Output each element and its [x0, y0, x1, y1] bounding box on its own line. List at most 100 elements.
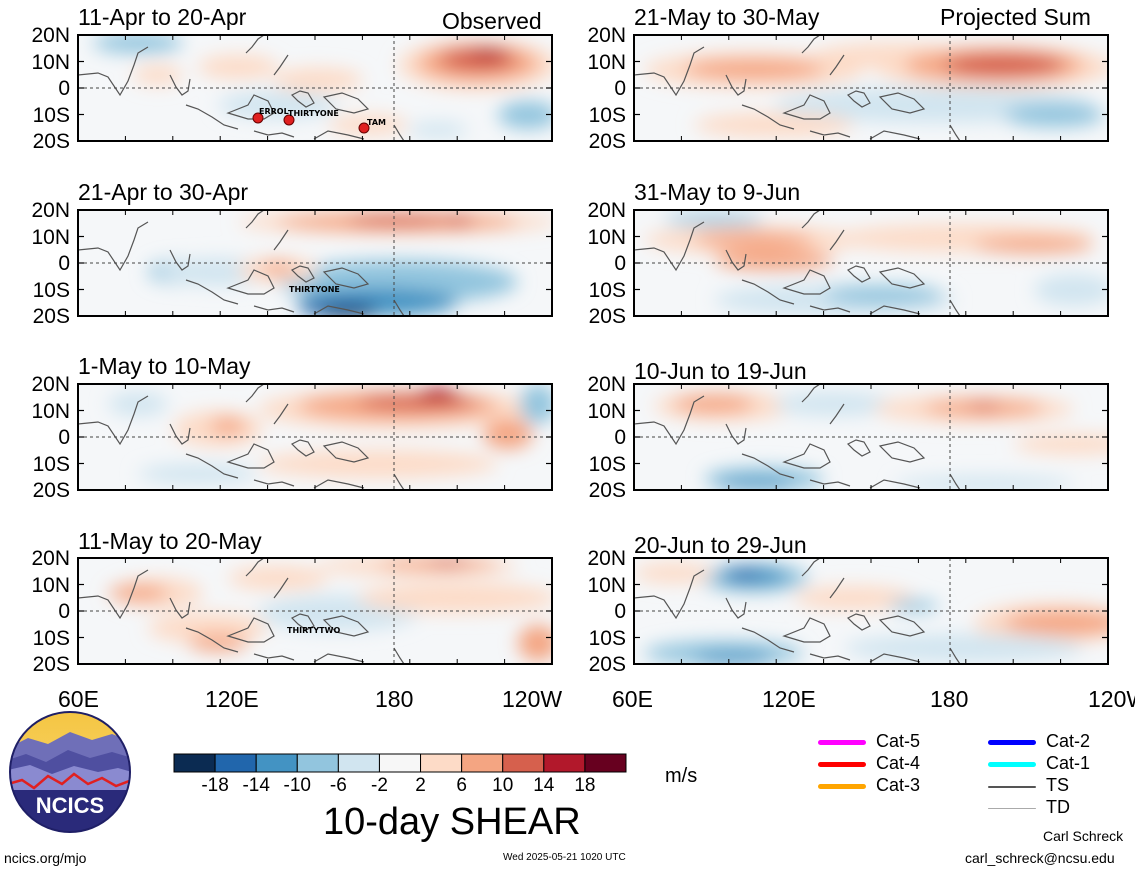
colorbar-title: 10-day SHEAR	[323, 801, 581, 843]
x-tick-60e-right: 60E	[612, 686, 653, 712]
colorbar-swatch	[214, 753, 257, 773]
lat-label: 20N	[31, 199, 70, 222]
legend-label-cat-3: Cat-3	[876, 775, 921, 795]
lat-label: 0	[58, 426, 70, 449]
lat-label: 20N	[31, 24, 70, 47]
panel-title: 20-Jun to 29-Jun	[634, 532, 807, 558]
lat-label: 10N	[31, 399, 70, 423]
legend-line-cat-1	[988, 762, 1036, 767]
lat-label: 10N	[587, 225, 626, 249]
panel-title: 21-Apr to 30-Apr	[78, 179, 249, 205]
map-field-4	[78, 558, 552, 664]
lat-label: 0	[58, 252, 70, 275]
colorbar-tick-label: 14	[533, 775, 555, 796]
lat-label: 20N	[587, 373, 626, 396]
colorbar-tick-label: 6	[456, 775, 467, 796]
footer-timestamp: Wed 2025-05-21 1020 UTC	[503, 852, 626, 863]
colorbar-swatch	[296, 753, 339, 773]
x-tick-180-left: 180	[375, 686, 414, 712]
legend-line-ts	[988, 786, 1036, 788]
legend-label-cat-2: Cat-2	[1046, 731, 1091, 751]
lat-label: 10S	[588, 278, 626, 302]
colorbar-tick-label: -2	[371, 775, 388, 796]
colorbar-swatch	[543, 753, 586, 773]
storm-label-errol: ERROL	[259, 107, 289, 116]
map-field-5	[634, 35, 1108, 141]
legend-label-cat-5: Cat-5	[876, 731, 921, 751]
legend-label-td: TD	[1046, 797, 1070, 817]
lat-label: 10N	[31, 50, 70, 74]
lat-label: 0	[614, 252, 626, 275]
projected-label: Projected Sum	[940, 4, 1091, 30]
shear-maps	[77, 34, 1109, 665]
panel-title: 10-Jun to 19-Jun	[634, 358, 807, 384]
legend-label-cat-1: Cat-1	[1046, 753, 1091, 773]
lat-label: 0	[58, 77, 70, 100]
footer-email: carl_schreck@ncsu.edu	[965, 850, 1115, 866]
colorbar-swatch	[337, 753, 380, 773]
lat-label: 10N	[587, 50, 626, 74]
lat-label: 10S	[32, 626, 70, 650]
legend-label-cat-4: Cat-4	[876, 753, 921, 773]
lat-label: 20S	[32, 130, 70, 153]
lat-label: 20S	[588, 305, 626, 328]
x-tick-120w-right: 120W	[1088, 688, 1135, 711]
storm-label-thirtyone-1: THIRTYONE	[288, 109, 339, 118]
lat-label: 0	[58, 600, 70, 623]
panel-title: 31-May to 9-Jun	[634, 179, 801, 205]
lat-label: 10S	[588, 626, 626, 650]
lat-label: 10S	[32, 452, 70, 476]
colorbar	[173, 753, 627, 773]
legend-line-cat-2	[988, 740, 1036, 745]
colorbar-swatch	[173, 753, 216, 773]
map-field-3	[78, 384, 552, 490]
lat-label: 20S	[588, 130, 626, 153]
legend-line-cat-3	[818, 784, 866, 789]
colorbar-tick-label: -18	[201, 775, 229, 796]
colorbar-swatch	[420, 753, 463, 773]
colorbar-swatch	[584, 753, 627, 773]
map-field-1	[78, 35, 552, 141]
lat-label: 10S	[588, 103, 626, 127]
ncics-logo: NCICS	[9, 711, 131, 833]
logo-text: NCICS	[36, 793, 104, 818]
legend-line-td	[988, 808, 1036, 809]
storm-marker-3	[358, 122, 370, 134]
x-tick-120e-right: 120E	[762, 686, 816, 712]
colorbar-tick-label: 2	[415, 775, 426, 796]
colorbar-tick-label: 18	[574, 775, 596, 796]
colorbar-swatch	[502, 753, 545, 773]
lat-label: 20N	[587, 24, 626, 47]
lat-label: 10S	[588, 452, 626, 476]
storm-label-thirtyone-2: THIRTYONE	[289, 285, 340, 294]
colorbar-swatch	[378, 753, 422, 773]
lat-label: 10N	[587, 399, 626, 423]
x-tick-120e-left: 120E	[205, 686, 259, 712]
x-tick-60e-left: 60E	[58, 686, 99, 712]
legend-line-cat-5	[818, 740, 866, 745]
lat-label: 0	[614, 77, 626, 100]
lat-label: 10S	[32, 103, 70, 127]
x-tick-180-right: 180	[930, 686, 969, 712]
storm-label-tam: TAM	[367, 118, 386, 127]
lat-label: 20N	[31, 547, 70, 570]
colorbar-tick-label: -10	[283, 775, 311, 796]
colorbar-swatch	[255, 753, 298, 773]
footer-url: ncics.org/mjo	[4, 850, 87, 866]
storm-marker-2	[283, 114, 295, 126]
colorbar-swatch	[461, 753, 504, 773]
colorbar-tick-label: 10	[492, 775, 514, 796]
footer-author: Carl Schreck	[1043, 828, 1124, 844]
storm-marker-1	[252, 112, 264, 124]
panel-title: 11-May to 20-May	[78, 528, 262, 554]
colorbar-units: m/s	[665, 765, 698, 787]
legend-line-cat-4	[818, 762, 866, 767]
lat-label: 20S	[32, 305, 70, 328]
lat-label: 10N	[587, 573, 626, 597]
map-field-2	[78, 210, 552, 316]
map-field-7	[634, 384, 1108, 490]
lat-label: 0	[614, 600, 626, 623]
x-tick-120w-left: 120W	[502, 686, 563, 712]
lat-label: 10N	[31, 573, 70, 597]
colorbar-tick-label: -6	[329, 775, 347, 796]
